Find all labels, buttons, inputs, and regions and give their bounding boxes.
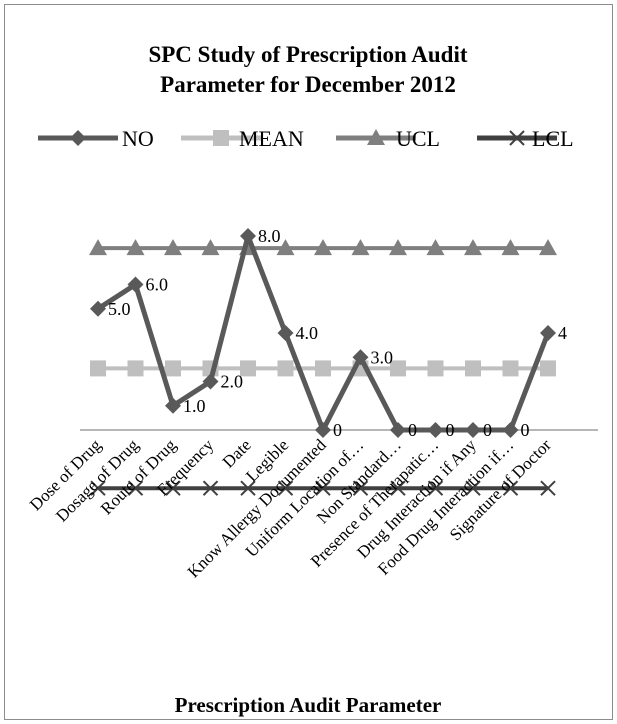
point-lcl-3 <box>202 480 219 496</box>
point-mean-12 <box>540 360 556 377</box>
point-lcl-7 <box>352 480 369 496</box>
point-no-9 <box>427 422 444 438</box>
point-no-0 <box>90 300 106 317</box>
data-label-1: 6.0 <box>146 275 169 295</box>
data-label-0: 5.0 <box>108 299 131 319</box>
point-lcl-4 <box>240 480 256 496</box>
point-no-12 <box>540 325 556 341</box>
series-line-no <box>96 233 551 433</box>
point-ucl-5 <box>276 239 295 256</box>
legend-label-ucl: UCL <box>396 126 440 151</box>
point-lcl-9 <box>427 480 444 496</box>
point-mean-10 <box>465 360 481 377</box>
point-lcl-11 <box>502 480 519 496</box>
point-lcl-0 <box>90 480 106 496</box>
point-mean-8 <box>390 360 406 377</box>
point-ucl-12 <box>539 239 557 256</box>
series-layer <box>89 228 557 496</box>
point-mean-6 <box>315 360 331 377</box>
data-label-8: 0 <box>408 420 417 440</box>
data-label-12: 4 <box>558 323 567 343</box>
point-no-4 <box>240 228 256 244</box>
point-ucl-9 <box>426 239 445 256</box>
point-mean-9 <box>427 360 444 377</box>
point-ucl-2 <box>164 239 182 256</box>
data-label-5: 4.0 <box>296 323 319 343</box>
data-label-7: 3.0 <box>371 347 394 367</box>
data-label-9: 0 <box>446 420 455 440</box>
legend-marker-lcl <box>509 130 525 146</box>
point-mean-11 <box>502 360 519 377</box>
point-no-1 <box>127 276 144 293</box>
data-label-2: 1.0 <box>183 396 206 416</box>
chart-title-line-1: SPC Study of Prescription Audit <box>148 42 467 67</box>
point-mean-5 <box>277 360 294 377</box>
point-ucl-8 <box>389 239 407 256</box>
point-ucl-3 <box>201 239 220 256</box>
point-ucl-10 <box>464 239 482 256</box>
data-label-10: 0 <box>483 420 492 440</box>
series-ucl <box>89 239 557 256</box>
point-no-10 <box>465 422 481 438</box>
point-ucl-0 <box>89 239 107 256</box>
point-mean-2 <box>165 360 181 377</box>
series-lcl <box>90 480 556 496</box>
legend-marker-no <box>70 130 86 146</box>
point-lcl-6 <box>315 480 331 496</box>
legend-marker-ucl <box>367 129 385 145</box>
point-lcl-5 <box>277 480 294 496</box>
point-mean-4 <box>240 360 256 377</box>
data-label-4: 8.0 <box>258 226 281 246</box>
point-lcl-8 <box>390 480 406 496</box>
point-lcl-12 <box>540 480 556 496</box>
point-no-7 <box>352 349 369 366</box>
series-no <box>90 228 556 438</box>
point-no-3 <box>202 373 219 390</box>
point-mean-1 <box>127 360 144 377</box>
point-lcl-1 <box>127 480 144 496</box>
x-axis-title: Prescription Audit Parameter <box>175 693 442 717</box>
point-lcl-2 <box>165 480 181 496</box>
legend: NO MEAN UCL LCL <box>38 126 574 151</box>
point-ucl-11 <box>501 239 520 256</box>
point-no-8 <box>390 422 406 438</box>
data-label-6: 0 <box>333 420 342 440</box>
point-no-11 <box>502 422 519 438</box>
chart-title-line-2: Parameter for December 2012 <box>160 72 456 97</box>
point-ucl-1 <box>126 239 145 256</box>
legend-marker-mean <box>213 130 229 146</box>
legend-label-no: NO <box>122 126 154 151</box>
point-no-5 <box>277 325 294 341</box>
data-labels: 5.0 6.0 1.0 2.0 8.0 4.0 0 3.0 0 0 0 0 4 <box>108 226 567 440</box>
point-no-6 <box>315 422 331 438</box>
point-ucl-7 <box>351 239 370 256</box>
point-ucl-6 <box>314 239 332 256</box>
point-lcl-10 <box>465 480 481 496</box>
data-label-11: 0 <box>521 420 530 440</box>
series-mean <box>90 360 556 377</box>
point-mean-0 <box>90 360 106 377</box>
data-label-3: 2.0 <box>221 372 244 392</box>
point-no-2 <box>165 397 181 414</box>
legend-label-lcl: LCL <box>532 126 574 151</box>
legend-label-mean: MEAN <box>239 126 304 151</box>
